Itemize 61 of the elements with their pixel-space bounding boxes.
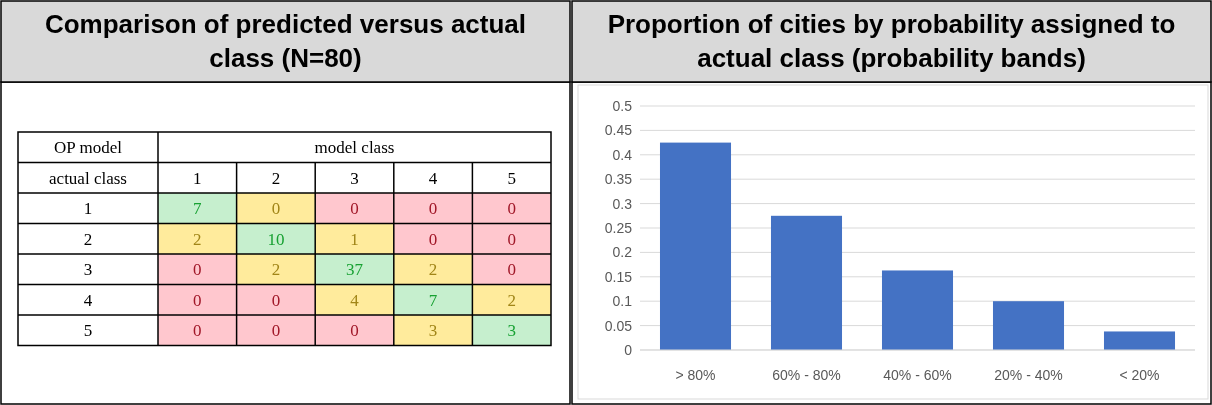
y-tick-label: 0.15 — [604, 268, 633, 285]
data-label: 0 — [271, 199, 281, 219]
x-tick-label: > 80% — [675, 367, 716, 383]
y-tick-label: 3 — [83, 260, 93, 280]
data-label: 0 — [193, 321, 202, 341]
data-label: 3 — [507, 321, 516, 341]
data-label: 0 — [507, 260, 516, 280]
y-tick-label: 0.2 — [612, 244, 633, 261]
data-label: 0 — [271, 290, 281, 310]
data-label: 2 — [507, 290, 516, 310]
data-label: 0 — [271, 321, 281, 341]
x-axis-title: model class — [314, 138, 395, 158]
x-tick-label: 2 — [271, 168, 281, 188]
data-label: 2 — [428, 260, 438, 280]
y-tick-label: 0.25 — [604, 220, 633, 236]
chart-title: Comparison of predicted versus actual class (N=80) — [44, 9, 527, 73]
data-label: 4 — [350, 290, 360, 310]
x-tick-label: 40% - 60% — [883, 367, 952, 383]
text: OP model — [54, 138, 123, 158]
data-label: 37 — [346, 260, 364, 280]
y-tick-label: 1 — [83, 199, 93, 219]
y-tick-label: 0.05 — [604, 317, 633, 334]
y-tick-label: 0.3 — [612, 195, 633, 212]
data-label: 10 — [267, 229, 285, 249]
data-label: 0 — [193, 260, 202, 280]
y-tick-label: 0.5 — [612, 98, 633, 114]
y-tick-label: 2 — [83, 229, 93, 249]
data-label: 0 — [428, 199, 438, 219]
y-axis-title: actual class — [49, 168, 127, 188]
bar — [881, 270, 954, 350]
y-tick-label: 0.35 — [604, 171, 633, 188]
y-tick-label: 0 — [624, 342, 633, 358]
y-tick-label: 0.4 — [612, 146, 633, 163]
data-label: 0 — [350, 199, 359, 219]
bar — [659, 142, 732, 350]
y-tick-label: 5 — [83, 321, 93, 341]
bar — [770, 215, 843, 350]
x-tick-label: < 20% — [1119, 367, 1160, 383]
x-tick-label: 4 — [428, 168, 438, 188]
data-label: 0 — [193, 290, 202, 310]
x-tick-label: 5 — [507, 168, 516, 188]
x-tick-label: 60% - 80% — [772, 367, 841, 383]
y-tick-label: 4 — [83, 290, 93, 310]
data-label: 3 — [428, 321, 438, 341]
x-tick-label: 3 — [350, 168, 359, 188]
chart-title: Proportion of cities by probability assigned to actual class (probability bands) — [607, 9, 1176, 73]
data-label: 2 — [193, 229, 202, 249]
data-label: 7 — [428, 290, 438, 310]
data-label: 0 — [428, 229, 438, 249]
data-label: 0 — [507, 199, 516, 219]
x-tick-label: 20% - 40% — [994, 367, 1063, 383]
data-label: 1 — [350, 229, 359, 249]
data-label: 0 — [350, 321, 359, 341]
x-tick-label: 1 — [193, 168, 202, 188]
data-label: 7 — [193, 199, 203, 219]
y-tick-label: 0.45 — [604, 122, 633, 139]
bar — [992, 301, 1065, 350]
bar — [1103, 331, 1176, 350]
data-label: 0 — [507, 229, 516, 249]
y-tick-label: 0.1 — [612, 293, 633, 310]
data-label: 2 — [271, 260, 281, 280]
